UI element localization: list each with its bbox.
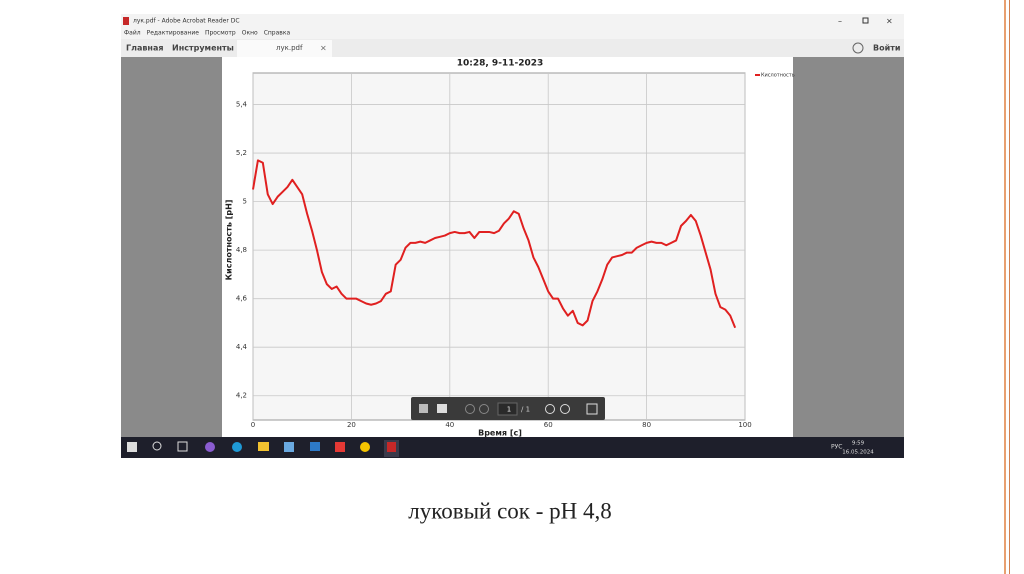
y-axis-title: Кислотность [pH] [225, 200, 234, 281]
tools-tab[interactable]: Инструменты [172, 44, 234, 53]
y-tick-label: 4,2 [236, 392, 247, 400]
doc-tab-label: лук.pdf [276, 44, 303, 52]
page-total: / 1 [521, 406, 530, 414]
x-tick-label: 80 [642, 421, 651, 429]
y-tick-label: 4,6 [236, 295, 248, 303]
doc-tab[interactable] [237, 40, 332, 57]
y-tick-label: 4,4 [236, 343, 248, 351]
task-view[interactable] [177, 441, 188, 452]
lang[interactable]: РУС [831, 444, 842, 451]
mail-icon[interactable] [310, 442, 320, 451]
save-icon[interactable] [419, 404, 428, 413]
y-tick-label: 5,4 [236, 101, 248, 109]
login[interactable]: Войти [873, 44, 900, 53]
clock-time[interactable]: 9:59 [852, 441, 865, 447]
x-tick-label: 100 [738, 421, 751, 429]
menu-item[interactable]: Окно [242, 30, 258, 37]
y-tick-label: 4,8 [236, 246, 247, 254]
app-icon [123, 17, 129, 25]
caption: луковый сок - рН 4,8 [408, 498, 612, 523]
fit-icon[interactable] [586, 403, 598, 415]
legend-label: Кислотность [761, 73, 795, 79]
plot-area [252, 72, 746, 421]
zoom-in[interactable] [560, 404, 570, 414]
window-title: лук.pdf - Adobe Acrobat Reader DC [133, 18, 240, 25]
y-tick-label: 5 [243, 198, 247, 206]
print-icon[interactable] [437, 404, 447, 413]
menu-item[interactable]: Редактирование [147, 30, 200, 37]
menu-item[interactable]: Файл [124, 30, 141, 37]
edge-line [1004, 0, 1006, 574]
start-button[interactable] [127, 442, 137, 452]
clock-date[interactable]: 16.05.2024 [842, 450, 874, 456]
minimize[interactable]: – [838, 17, 842, 26]
edge-line [1009, 0, 1010, 574]
explorer-icon[interactable] [258, 442, 269, 451]
next-icon[interactable] [479, 404, 489, 414]
search-icon[interactable] [152, 441, 162, 451]
app-icon[interactable] [205, 442, 215, 452]
x-tick-label: 20 [347, 421, 356, 429]
chart-title: 10:28, 9-11-2023 [457, 59, 544, 69]
acrobat-icon[interactable] [387, 442, 396, 452]
data-line [252, 159, 737, 329]
store-icon[interactable] [284, 442, 294, 452]
x-tick-label: 0 [251, 421, 255, 429]
help-icon[interactable] [852, 42, 864, 54]
menu-item[interactable]: Справка [264, 30, 291, 37]
maximize[interactable] [862, 17, 869, 24]
edge-icon[interactable] [232, 442, 242, 452]
x-tick-label: 60 [544, 421, 553, 429]
close[interactable]: × [886, 17, 893, 26]
home-tab[interactable]: Главная [126, 44, 163, 53]
yandex-icon[interactable] [335, 442, 345, 452]
page-input[interactable] [497, 402, 518, 416]
browser-icon[interactable] [360, 442, 370, 452]
x-tick-label: 40 [445, 421, 454, 429]
zoom-out[interactable] [545, 404, 555, 414]
prev-icon[interactable] [465, 404, 475, 414]
x-axis-title: Время [с] [478, 429, 522, 438]
y-tick-label: 5,2 [236, 149, 247, 157]
menu-item[interactable]: Просмотр [205, 30, 236, 37]
tab-close[interactable]: × [320, 44, 327, 53]
page-number: 1 [507, 406, 511, 414]
